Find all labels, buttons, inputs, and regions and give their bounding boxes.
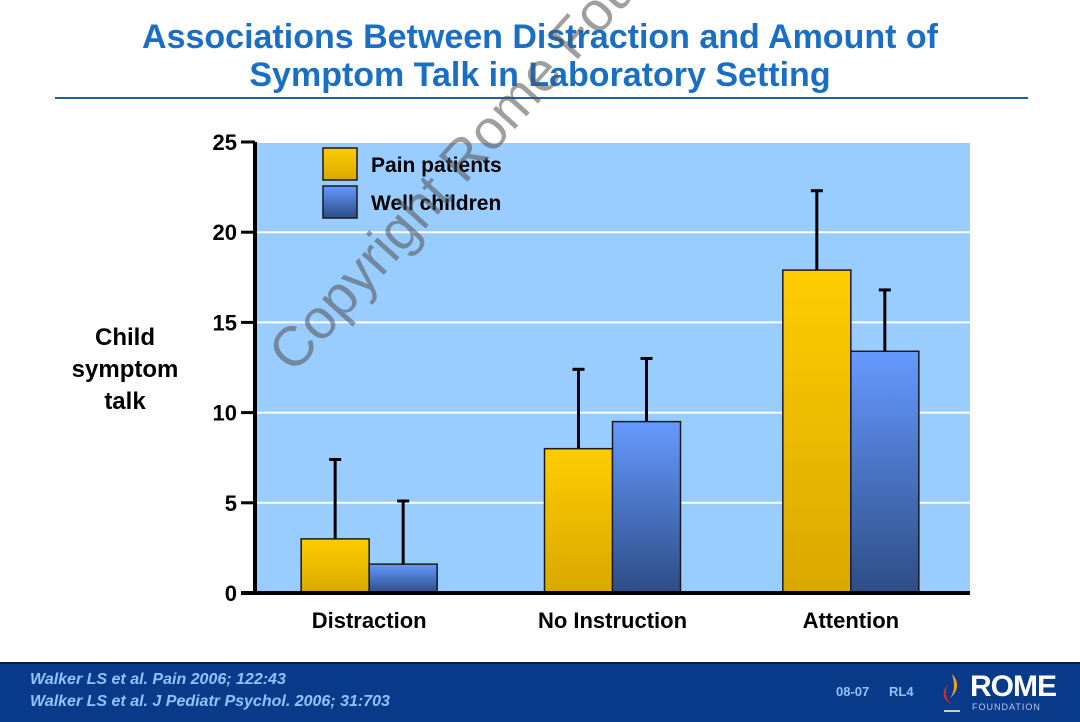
- y-axis-label-line: talk: [104, 388, 146, 415]
- legend-swatch: [322, 147, 358, 181]
- logo-text: ROME: [970, 670, 1057, 703]
- y-tick-label: 5: [225, 491, 237, 516]
- page-title: Associations Between Distraction and Amo…: [0, 18, 1080, 94]
- bar-pain-patients: [543, 447, 614, 594]
- reference: Walker LS et al. J Pediatr Psychol. 2006…: [30, 693, 390, 710]
- bar-pain-patients: [782, 269, 852, 594]
- bar-well-children: [850, 350, 920, 594]
- y-tick-label: 15: [213, 310, 237, 335]
- y-tick-label: 20: [213, 220, 237, 245]
- y-tick-label: 0: [225, 581, 237, 606]
- slide-code: 08-07: [836, 684, 870, 699]
- legend-swatch: [322, 185, 358, 219]
- x-tick-label: No Instruction: [538, 608, 687, 633]
- y-axis-label: Child symptom talk: [55, 322, 195, 418]
- y-tick-label: 25: [213, 130, 237, 155]
- title-divider: [55, 97, 1028, 99]
- bar-well-children: [368, 563, 438, 594]
- bar-well-children: [611, 420, 682, 594]
- y-tick-label: 10: [213, 401, 237, 426]
- logo-subtext: FOUNDATION: [972, 702, 1041, 712]
- x-tick-label: Distraction: [312, 608, 427, 633]
- y-axis-label-line: Child: [95, 324, 155, 351]
- bar-pain-patients: [300, 538, 370, 594]
- y-axis-label-line: symptom: [71, 356, 179, 383]
- flame-icon: [943, 674, 960, 712]
- title-line-1: Associations Between Distraction and Amo…: [142, 18, 938, 56]
- reference: Walker LS et al. Pain 2006; 122:43: [30, 671, 286, 688]
- legend-label: Well children: [371, 192, 501, 215]
- footer: Walker LS et al. Pain 2006; 122:43 Walke…: [0, 662, 1080, 722]
- title-line-2: Symptom Talk in Laboratory Setting: [249, 56, 831, 94]
- x-tick-label: Attention: [803, 608, 900, 633]
- legend-label: Pain patients: [371, 154, 502, 177]
- bar-chart: 0 5 10 15 20 25 Distraction No Instruction Atten…: [213, 130, 970, 633]
- rome-foundation-logo: ROME FOUNDATION: [938, 670, 1068, 716]
- slide-id: RL4: [889, 684, 914, 699]
